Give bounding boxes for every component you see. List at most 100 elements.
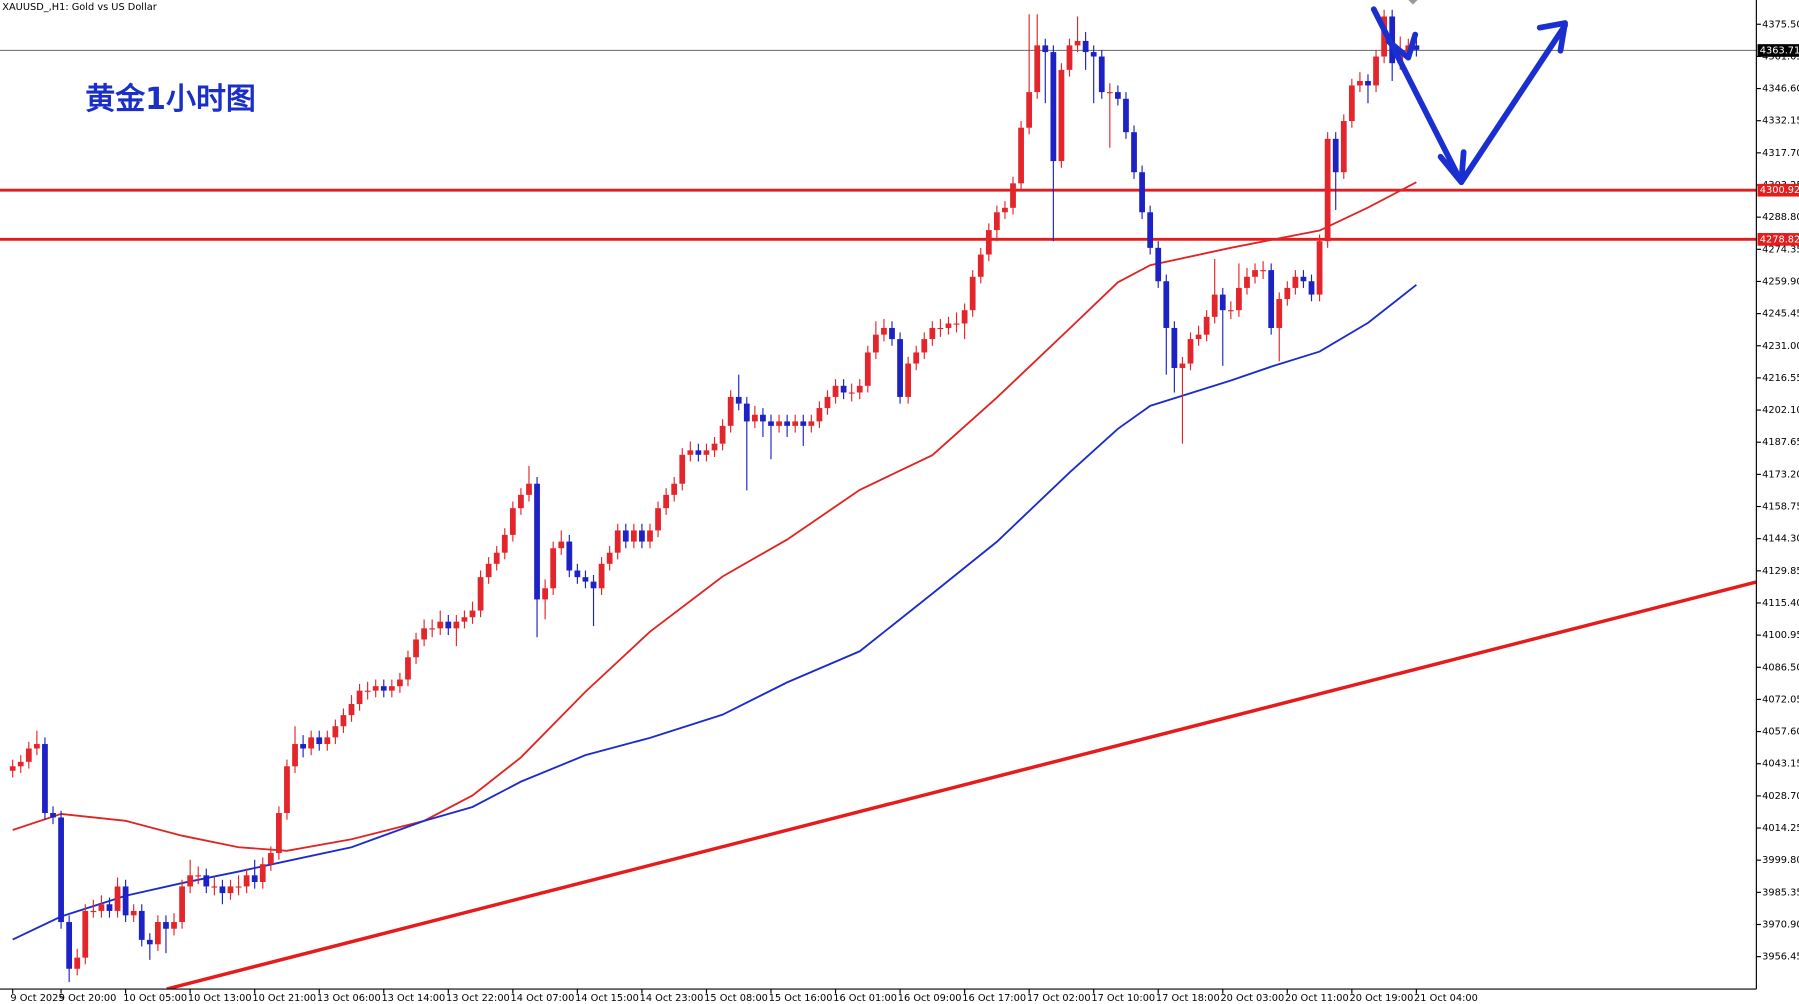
candle-body [872, 334, 879, 353]
candle-body [195, 875, 202, 877]
candle-body [719, 425, 726, 444]
candle-body [671, 483, 678, 495]
price-level-label: 4278.82 [1760, 234, 1799, 245]
candle-body [937, 327, 944, 330]
y-tick-label: 4274.35 [1762, 244, 1799, 255]
candle-body [155, 922, 161, 945]
candle-body [477, 577, 484, 611]
candle-body [864, 352, 871, 386]
y-tick-label: 4072.05 [1762, 694, 1799, 705]
chart-header: XAUUSD_,H1: Gold vs US Dollar [2, 2, 157, 13]
axes: 4375.504361.054346.604332.154317.704303.… [10, 19, 1799, 1004]
x-tick-label: 13 Oct 06:00 [317, 993, 381, 1004]
candle-body [1163, 281, 1170, 328]
candle-body [526, 483, 532, 495]
x-tick-label: 10 Oct 13:00 [188, 993, 252, 1004]
y-tick-label: 4086.50 [1762, 662, 1799, 673]
candle-body [1066, 45, 1073, 70]
candle-body [413, 639, 419, 658]
candle-body [655, 508, 661, 531]
x-tick-label: 21 Oct 04:00 [1414, 993, 1478, 1004]
candle-body [1074, 40, 1081, 46]
candle-body [784, 421, 791, 426]
candle-body [663, 494, 670, 509]
x-tick-label: 14 Oct 23:00 [640, 993, 704, 1004]
candle-body [647, 530, 653, 542]
candle-body [348, 703, 355, 716]
price-level-label: 4363.71 [1760, 45, 1799, 56]
candle-body [1058, 69, 1065, 162]
y-tick-label: 4129.85 [1762, 566, 1799, 577]
candle-body [509, 508, 516, 535]
y-tick-label: 3956.45 [1762, 952, 1799, 963]
y-tick-label: 4216.55 [1762, 373, 1799, 384]
candle-body [130, 910, 137, 916]
candle-body [421, 628, 427, 640]
candle-body [921, 339, 928, 353]
candle-body [1276, 299, 1283, 328]
candle-body [1365, 80, 1371, 86]
arrow-head [1437, 149, 1467, 186]
candle-body [106, 904, 113, 911]
candle-body [114, 886, 121, 911]
y-tick-label: 4202.10 [1762, 405, 1799, 416]
y-tick-label: 4115.40 [1762, 598, 1799, 609]
x-tick-label: 13 Oct 14:00 [381, 993, 445, 1004]
candle-body [251, 875, 258, 882]
candle-body [897, 339, 903, 397]
y-tick-label: 4332.15 [1762, 116, 1799, 127]
candle-body [881, 327, 887, 335]
candle-body [187, 875, 194, 887]
candle-body [364, 690, 371, 692]
x-tick-label: 20 Oct 03:00 [1220, 993, 1284, 1004]
candle-body [913, 352, 920, 364]
candle-body [590, 581, 597, 589]
candle-body [1042, 45, 1049, 53]
candle-body [66, 922, 73, 969]
marker [1408, 0, 1418, 5]
y-tick-label: 4144.30 [1762, 534, 1799, 545]
candle-body [388, 686, 395, 691]
candle-body [1227, 310, 1234, 312]
price-level-box [1757, 44, 1799, 57]
candle-body [1139, 172, 1145, 213]
candle-body [211, 886, 218, 888]
candle-body [74, 957, 81, 969]
candle-body [622, 530, 629, 542]
y-tick-label: 4057.60 [1762, 727, 1799, 738]
y-tick-label: 4028.70 [1762, 791, 1799, 802]
y-tick-label: 4317.70 [1762, 148, 1799, 159]
candle-body [179, 886, 185, 923]
candle-body [219, 886, 226, 894]
price-level-box [1757, 233, 1799, 246]
candle-body [969, 276, 976, 311]
candle-body [1252, 270, 1258, 277]
price-level-box [1757, 183, 1799, 197]
candle-body [695, 450, 702, 455]
candle-body [90, 910, 97, 913]
candle-body [743, 403, 750, 422]
candle-body [1373, 56, 1379, 86]
candle-body [889, 327, 895, 340]
candle-body [929, 327, 936, 340]
candle-body [856, 385, 863, 393]
candle-body [405, 657, 411, 680]
candle-body [727, 396, 734, 426]
candle-body [840, 385, 847, 393]
candle-body [316, 737, 323, 745]
x-tick-label: 17 Oct 18:00 [1156, 993, 1220, 1004]
candle-body [598, 563, 605, 589]
candle-body [372, 686, 379, 691]
candle-body [582, 577, 589, 582]
y-tick-label: 4158.75 [1762, 502, 1799, 513]
candle-body [1179, 363, 1186, 369]
candle-body [276, 813, 282, 854]
candle-body [985, 230, 992, 255]
candle-body [501, 534, 508, 553]
candle-body [1123, 98, 1129, 133]
candle-body [429, 628, 436, 630]
candle-body [1131, 132, 1137, 173]
candle-body [776, 421, 782, 426]
candle-body [768, 421, 774, 426]
candle-body [300, 744, 306, 749]
